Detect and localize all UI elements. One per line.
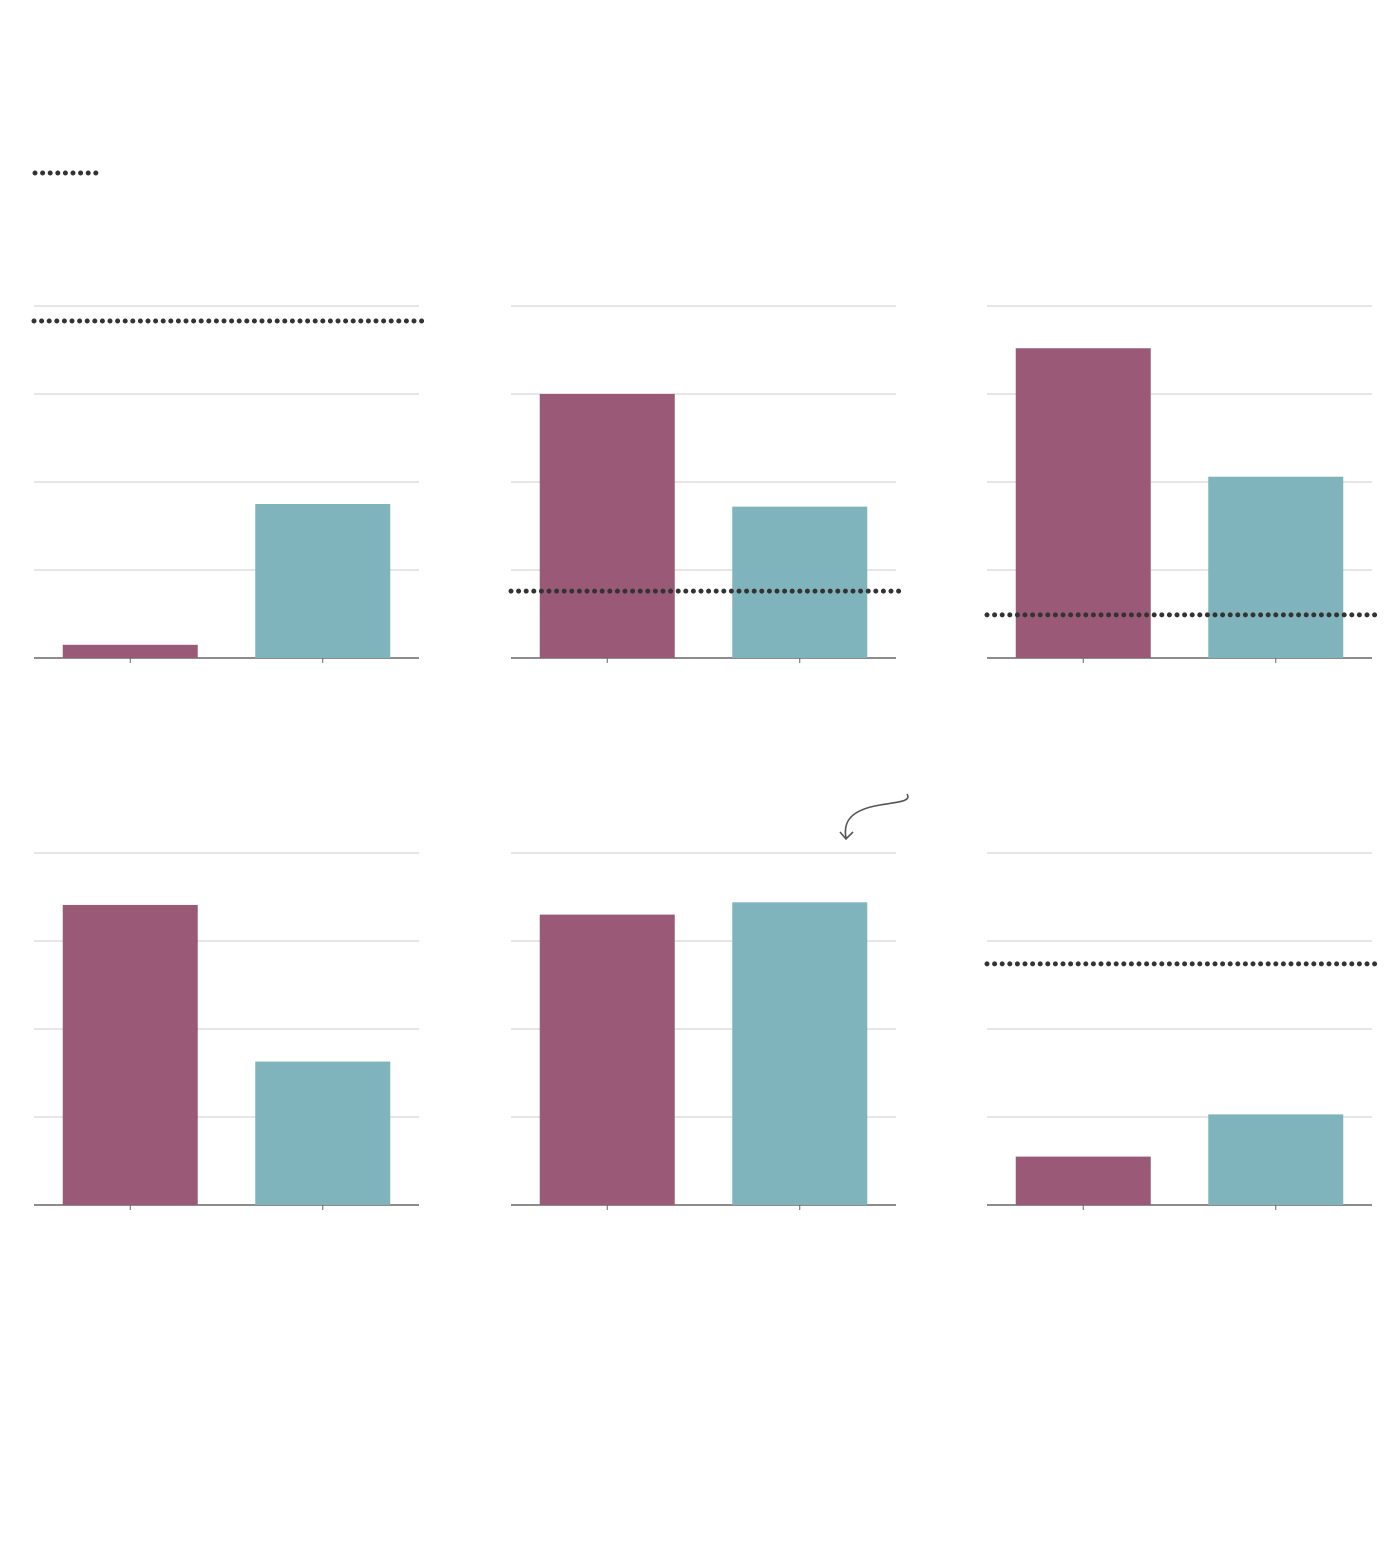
bar — [62, 644, 198, 658]
bar — [732, 902, 868, 1205]
bar — [539, 394, 675, 658]
bar — [732, 506, 868, 658]
bar — [1015, 1156, 1151, 1205]
bar — [539, 914, 675, 1205]
bar — [62, 904, 198, 1205]
bar — [1208, 1114, 1344, 1205]
annotation-arrow — [839, 793, 909, 841]
bar — [255, 504, 391, 658]
bar — [1015, 348, 1151, 658]
bar — [1208, 476, 1344, 658]
bar — [255, 1061, 391, 1205]
